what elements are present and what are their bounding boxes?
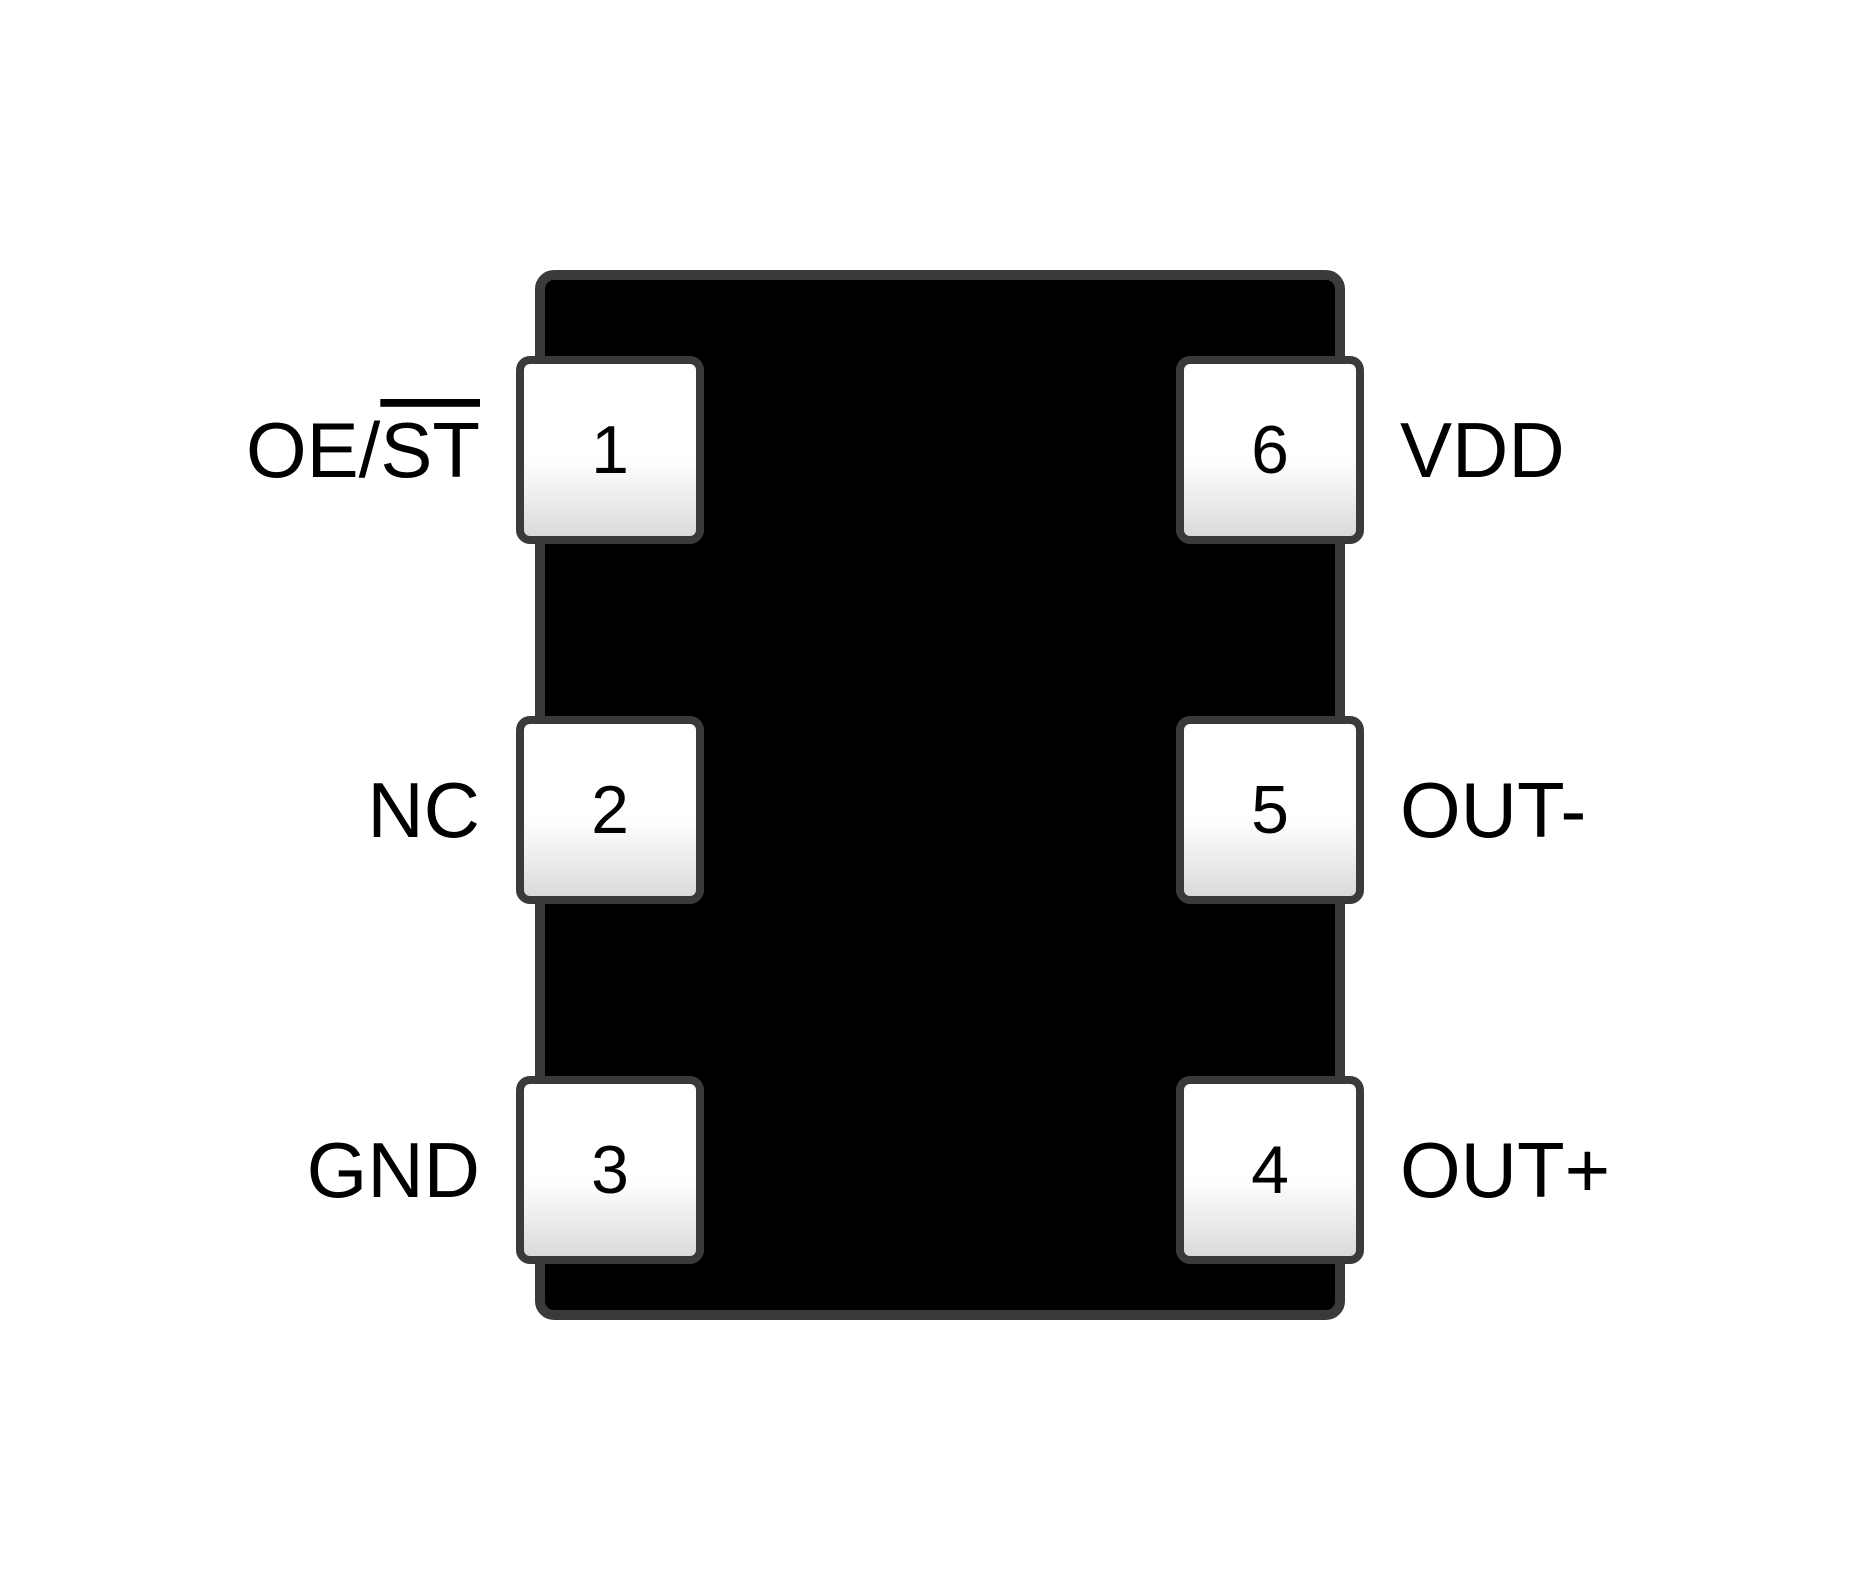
ic-pinout-diagram: 1 2 3 6 5 4 OE/ST NC GND VDD OUT- OUT+: [0, 0, 1852, 1590]
pin-number: 2: [591, 772, 629, 848]
pin-number: 3: [591, 1132, 629, 1208]
pin-label: OUT-: [1400, 766, 1586, 854]
pin-number: 1: [591, 412, 629, 488]
pin-label: VDD: [1400, 406, 1565, 494]
pin-number: 5: [1251, 772, 1289, 848]
pin-number: 6: [1251, 412, 1289, 488]
pin-number: 4: [1251, 1132, 1289, 1208]
pin-label: NC: [367, 766, 480, 854]
pin-label: OUT+: [1400, 1126, 1610, 1214]
pin-label: OE/ST: [246, 406, 480, 494]
pin-label: GND: [307, 1126, 480, 1214]
